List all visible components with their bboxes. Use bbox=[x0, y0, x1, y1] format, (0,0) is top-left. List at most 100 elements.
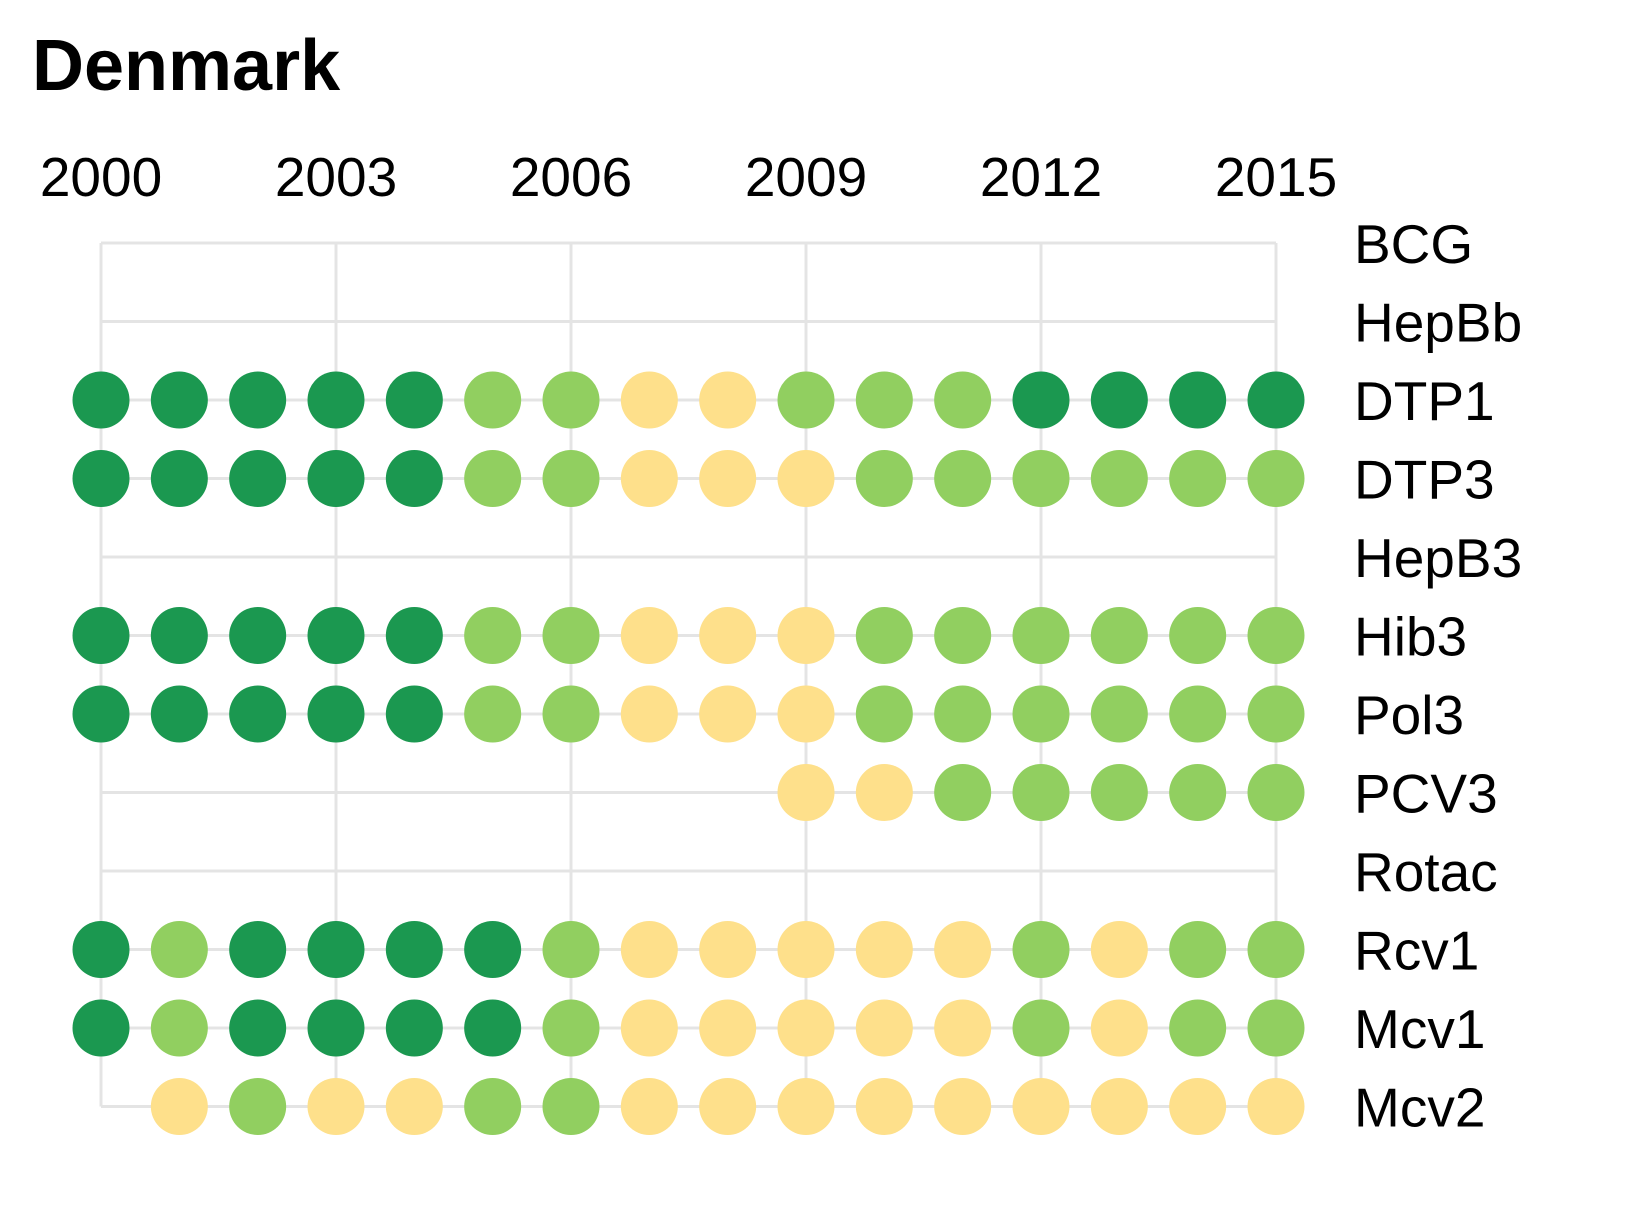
dot-dtp3-2006 bbox=[542, 450, 600, 507]
dot-dtp3-2012 bbox=[1012, 450, 1070, 507]
dot-dtp1-2008 bbox=[699, 371, 757, 429]
row-label-mcv2: Mcv2 bbox=[1354, 1077, 1485, 1139]
dot-dtp1-2006 bbox=[542, 371, 600, 429]
dot-dtp1-2015 bbox=[1247, 371, 1305, 429]
dot-dtp3-2010 bbox=[855, 450, 913, 507]
dot-rcv1-2012 bbox=[1012, 921, 1070, 978]
dot-mcv1-2007 bbox=[620, 999, 678, 1057]
dot-dtp1-2004 bbox=[385, 371, 443, 429]
dot-hib3-2007 bbox=[620, 607, 678, 664]
dot-rcv1-2003 bbox=[307, 921, 365, 978]
dot-mcv2-2005 bbox=[464, 1078, 522, 1135]
dot-rcv1-2000 bbox=[72, 921, 130, 978]
dot-pol3-2010 bbox=[855, 685, 913, 743]
year-label-2015: 2015 bbox=[1215, 146, 1337, 208]
dot-mcv1-2005 bbox=[464, 999, 522, 1057]
dot-hib3-2006 bbox=[542, 607, 600, 664]
dot-pol3-2001 bbox=[150, 685, 208, 743]
dot-dtp1-2014 bbox=[1169, 371, 1227, 429]
dot-mcv1-2015 bbox=[1247, 999, 1305, 1057]
dot-mcv1-2006 bbox=[542, 999, 600, 1057]
dot-hib3-2014 bbox=[1169, 607, 1227, 664]
dot-pol3-2003 bbox=[307, 685, 365, 743]
dot-rcv1-2009 bbox=[777, 921, 835, 978]
dot-dtp3-2013 bbox=[1090, 450, 1148, 507]
dot-dtp1-2000 bbox=[72, 371, 130, 429]
dot-hib3-2012 bbox=[1012, 607, 1070, 664]
year-label-2000: 2000 bbox=[40, 146, 162, 208]
dot-mcv1-2002 bbox=[229, 999, 287, 1057]
dot-mcv2-2009 bbox=[777, 1078, 835, 1135]
year-axis-labels: 2000 2003 2006 2009 2012 2015 bbox=[40, 146, 1337, 208]
dot-hib3-2011 bbox=[934, 607, 992, 664]
dot-mcv1-2008 bbox=[699, 999, 757, 1057]
dot-mcv2-2012 bbox=[1012, 1078, 1070, 1135]
dot-dtp3-2008 bbox=[699, 450, 757, 507]
dot-hib3-2010 bbox=[855, 607, 913, 664]
dot-pol3-2002 bbox=[229, 685, 287, 743]
dot-pol3-2009 bbox=[777, 685, 835, 743]
dot-mcv1-2001 bbox=[150, 999, 208, 1057]
dot-mcv1-2000 bbox=[72, 999, 130, 1057]
dot-dtp3-2001 bbox=[150, 450, 208, 507]
row-label-hepbb: HepBb bbox=[1354, 292, 1522, 354]
dot-pol3-2006 bbox=[542, 685, 600, 743]
dot-mcv2-2007 bbox=[620, 1078, 678, 1135]
dot-rcv1-2004 bbox=[385, 921, 443, 978]
row-label-rotac: Rotac bbox=[1354, 841, 1498, 903]
dot-dtp3-2007 bbox=[620, 450, 678, 507]
dot-mcv2-2001 bbox=[150, 1078, 208, 1135]
dot-pcv3-2015 bbox=[1247, 764, 1305, 821]
dot-dtp1-2005 bbox=[464, 371, 522, 429]
year-label-2006: 2006 bbox=[510, 146, 632, 208]
dot-mcv2-2002 bbox=[229, 1078, 287, 1135]
dot-hib3-2008 bbox=[699, 607, 757, 664]
dot-pol3-2008 bbox=[699, 685, 757, 743]
dot-rcv1-2007 bbox=[620, 921, 678, 978]
dot-pol3-2011 bbox=[934, 685, 992, 743]
dot-mcv1-2013 bbox=[1090, 999, 1148, 1057]
dot-mcv2-2006 bbox=[542, 1078, 600, 1135]
row-label-pcv3: PCV3 bbox=[1354, 763, 1498, 825]
dot-dtp1-2013 bbox=[1090, 371, 1148, 429]
dot-rcv1-2011 bbox=[934, 921, 992, 978]
year-label-2012: 2012 bbox=[980, 146, 1102, 208]
dot-dtp3-2014 bbox=[1169, 450, 1227, 507]
row-label-hib3: Hib3 bbox=[1354, 606, 1467, 668]
dot-dtp1-2012 bbox=[1012, 371, 1070, 429]
dot-pcv3-2012 bbox=[1012, 764, 1070, 821]
dot-mcv2-2010 bbox=[855, 1078, 913, 1135]
dot-mcv1-2009 bbox=[777, 999, 835, 1057]
dot-mcv1-2012 bbox=[1012, 999, 1070, 1057]
dot-dtp3-2002 bbox=[229, 450, 287, 507]
dot-pol3-2012 bbox=[1012, 685, 1070, 743]
year-label-2003: 2003 bbox=[275, 146, 397, 208]
row-label-pol3: Pol3 bbox=[1354, 684, 1464, 746]
dot-dtp3-2004 bbox=[385, 450, 443, 507]
dot-rcv1-2010 bbox=[855, 921, 913, 978]
dot-pol3-2005 bbox=[464, 685, 522, 743]
dot-mcv1-2003 bbox=[307, 999, 365, 1057]
chart-title: Denmark bbox=[32, 26, 341, 106]
dot-mcv1-2011 bbox=[934, 999, 992, 1057]
dot-rcv1-2006 bbox=[542, 921, 600, 978]
grid-layer bbox=[99, 241, 1278, 1108]
dot-rcv1-2015 bbox=[1247, 921, 1305, 978]
dot-pcv3-2014 bbox=[1169, 764, 1227, 821]
dot-hib3-2005 bbox=[464, 607, 522, 664]
dot-pol3-2004 bbox=[385, 685, 443, 743]
dot-mcv1-2014 bbox=[1169, 999, 1227, 1057]
dot-rcv1-2005 bbox=[464, 921, 522, 978]
dot-mcv2-2004 bbox=[385, 1078, 443, 1135]
dot-mcv2-2014 bbox=[1169, 1078, 1227, 1135]
dot-pcv3-2009 bbox=[777, 764, 835, 821]
dot-rcv1-2008 bbox=[699, 921, 757, 978]
row-label-bcg: BCG bbox=[1354, 213, 1473, 275]
dot-pol3-2015 bbox=[1247, 685, 1305, 743]
dot-mcv2-2013 bbox=[1090, 1078, 1148, 1135]
dot-dtp1-2009 bbox=[777, 371, 835, 429]
dot-mcv1-2004 bbox=[385, 999, 443, 1057]
dot-pol3-2007 bbox=[620, 685, 678, 743]
row-label-mcv1: Mcv1 bbox=[1354, 998, 1485, 1060]
